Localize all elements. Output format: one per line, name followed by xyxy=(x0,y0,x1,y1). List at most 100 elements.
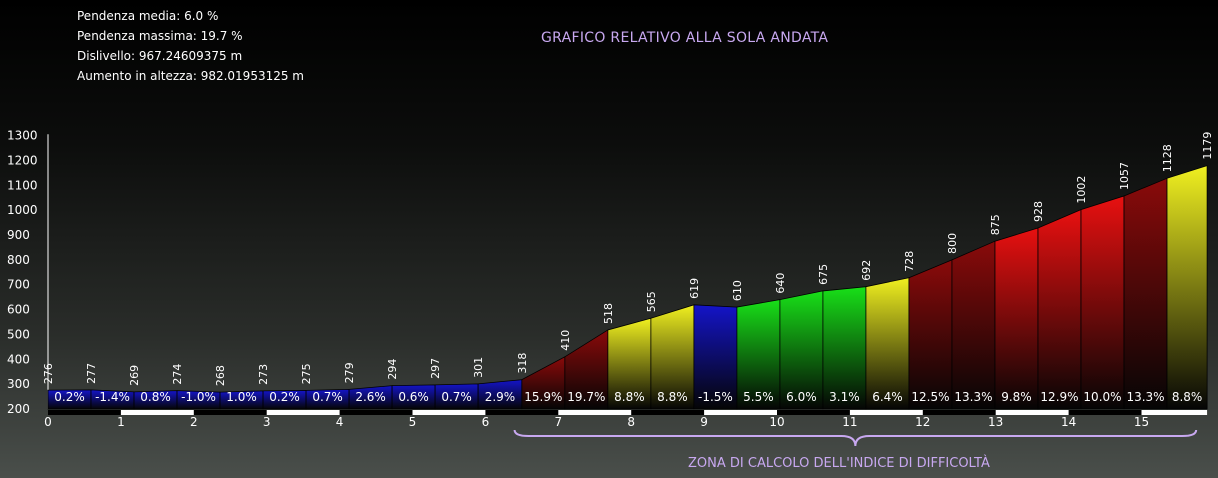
elevation-label: 276 xyxy=(42,363,55,384)
elevation-label: 610 xyxy=(731,280,744,301)
elevation-label: 273 xyxy=(257,364,270,385)
elevation-label: 728 xyxy=(903,251,916,272)
distance-scale-segment xyxy=(849,410,923,415)
distance-scale-segment xyxy=(266,410,340,415)
elevation-label: 269 xyxy=(128,365,141,386)
elevation-label: 675 xyxy=(817,264,830,285)
y-tick-label: 800 xyxy=(7,253,30,267)
elevation-segment xyxy=(1166,165,1208,410)
y-tick-label: 300 xyxy=(7,377,30,391)
x-tick-label: 0 xyxy=(44,415,52,429)
elevation-label: 301 xyxy=(472,357,485,378)
elevation-label: 565 xyxy=(645,291,658,312)
x-tick-label: 15 xyxy=(1134,415,1149,429)
elevation-label: 268 xyxy=(214,365,227,386)
y-tick-label: 900 xyxy=(7,228,30,242)
elevation-label: 1057 xyxy=(1118,162,1131,190)
elevation-label: 294 xyxy=(386,359,399,380)
elevation-segment xyxy=(1037,209,1082,410)
elevation-label: 410 xyxy=(559,330,572,351)
grade-label: -1.5% xyxy=(698,390,733,404)
elevation-segment xyxy=(1123,177,1168,410)
grade-label: 15.9% xyxy=(524,390,562,404)
elevation-segment xyxy=(908,259,953,410)
y-tick-label: 1100 xyxy=(7,178,38,192)
x-tick-label: 10 xyxy=(769,415,784,429)
stats-panel: Pendenza media: 6.0 % Pendenza massima: … xyxy=(77,6,304,86)
elevation-label: 275 xyxy=(300,363,313,384)
max-grade-text: Pendenza massima: 19.7 % xyxy=(77,29,243,43)
elevation-label: 318 xyxy=(516,353,529,374)
elevation-label: 692 xyxy=(860,260,873,281)
x-tick-label: 14 xyxy=(1061,415,1076,429)
distance-scale-segment xyxy=(412,410,486,415)
elevation-label: 279 xyxy=(343,362,356,383)
grade-label: 3.1% xyxy=(829,390,860,404)
grade-label: 0.7% xyxy=(441,390,472,404)
grade-label: -1.0% xyxy=(181,390,216,404)
grade-label: 13.3% xyxy=(1126,390,1164,404)
y-tick-label: 400 xyxy=(7,352,30,366)
grade-label: 13.3% xyxy=(954,390,992,404)
y-tick-label: 1000 xyxy=(7,203,38,217)
grade-label: 0.2% xyxy=(269,390,300,404)
grade-label: 5.5% xyxy=(743,390,774,404)
elevation-label: 1179 xyxy=(1201,132,1214,160)
grade-label: 12.9% xyxy=(1040,390,1078,404)
distance-scale-segment xyxy=(704,410,777,415)
grade-label: 6.4% xyxy=(872,390,903,404)
elevation-label: 1128 xyxy=(1161,144,1174,172)
distance-scale-segment xyxy=(120,410,194,415)
x-tick-label: 4 xyxy=(336,415,344,429)
x-tick-label: 11 xyxy=(842,415,857,429)
elevation-label: 619 xyxy=(688,278,701,299)
x-tick-label: 2 xyxy=(190,415,198,429)
elevation-gain-text: Dislivello: 967.24609375 m xyxy=(77,49,243,63)
distance-scale-segment xyxy=(1141,410,1208,415)
grade-label: 19.7% xyxy=(567,390,605,404)
x-tick-label: 6 xyxy=(482,415,490,429)
elevation-segment xyxy=(994,227,1039,410)
y-tick-label: 1200 xyxy=(7,153,38,167)
grade-label: 1.0% xyxy=(226,390,257,404)
grade-label: 2.6% xyxy=(355,390,386,404)
elevation-label: 928 xyxy=(1032,201,1045,222)
y-tick-label: 1300 xyxy=(7,129,38,143)
x-tick-label: 3 xyxy=(263,415,271,429)
distance-scale-segment xyxy=(995,410,1069,415)
y-tick-label: 500 xyxy=(7,327,30,341)
elevation-label: 297 xyxy=(429,358,442,379)
chart-title: GRAFICO RELATIVO ALLA SOLA ANDATA xyxy=(541,30,829,46)
elevation-label: 800 xyxy=(946,233,959,254)
y-tick-label: 600 xyxy=(7,303,30,317)
elevation-label: 875 xyxy=(989,214,1002,235)
grade-label: 0.6% xyxy=(398,390,429,404)
grade-label: 12.5% xyxy=(911,390,949,404)
grade-label: 9.8% xyxy=(1001,390,1032,404)
x-tick-label: 9 xyxy=(700,415,708,429)
grade-label: 0.8% xyxy=(140,390,171,404)
x-tick-label: 1 xyxy=(117,415,125,429)
elevation-segment xyxy=(1080,195,1125,410)
grade-label: 8.8% xyxy=(657,390,688,404)
elevation-label: 640 xyxy=(774,273,787,294)
x-tick-label: 8 xyxy=(627,415,635,429)
elevation-segment xyxy=(951,240,996,410)
x-tick-label: 7 xyxy=(554,415,562,429)
grade-label: -1.4% xyxy=(95,390,130,404)
grade-label: 0.2% xyxy=(54,390,85,404)
grade-label: 2.9% xyxy=(485,390,516,404)
elevation-label: 274 xyxy=(171,364,184,385)
distance-scale-segment xyxy=(558,410,632,415)
elevation-label: 277 xyxy=(85,363,98,384)
x-tick-label: 5 xyxy=(409,415,417,429)
grade-label: 0.7% xyxy=(312,390,343,404)
grade-label: 6.0% xyxy=(786,390,817,404)
y-tick-label: 200 xyxy=(7,402,30,416)
x-tick-label: 13 xyxy=(988,415,1003,429)
elevation-label: 1002 xyxy=(1075,176,1088,204)
elevation-label: 518 xyxy=(602,303,615,324)
grade-label: 8.8% xyxy=(1172,390,1203,404)
x-tick-label: 12 xyxy=(915,415,930,429)
